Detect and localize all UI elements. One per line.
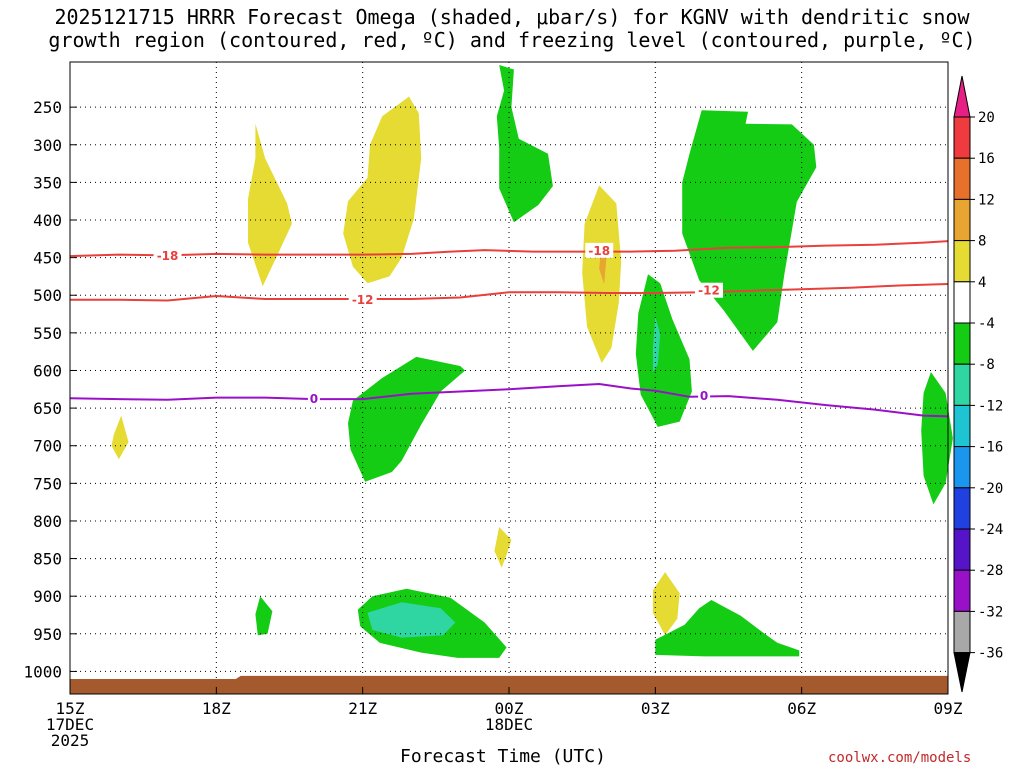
x-tick-label-6-1: 21Z bbox=[348, 699, 377, 718]
contour-label-3-1: 0 bbox=[310, 392, 318, 406]
y-tick-label-250: 250 bbox=[33, 98, 62, 117]
contour-label-2-2: -12 bbox=[698, 284, 720, 298]
colorbar-label--24: -24 bbox=[978, 522, 1003, 538]
omega-region-7 bbox=[652, 572, 680, 636]
omega-region-14 bbox=[255, 596, 273, 636]
omega-region-8 bbox=[496, 65, 553, 223]
y-tick-label-500: 500 bbox=[33, 286, 62, 305]
y-tick-label-900: 900 bbox=[33, 587, 62, 606]
colorbar-segment-11 bbox=[953, 528, 971, 571]
colorbar-segment-8 bbox=[953, 404, 971, 448]
y-tick-label-850: 850 bbox=[33, 550, 62, 569]
omega-region-10 bbox=[635, 274, 692, 427]
y-tick-label-950: 950 bbox=[33, 625, 62, 644]
omega-region-3 bbox=[343, 96, 422, 284]
colorbar-segment-7 bbox=[953, 363, 971, 406]
x-tick-label-18-1: 09Z bbox=[934, 699, 963, 718]
omega-region-13 bbox=[921, 372, 953, 505]
y-tick-label-600: 600 bbox=[33, 361, 62, 380]
contour-label-bg-3-1 bbox=[307, 391, 320, 407]
colorbar-label-20: 20 bbox=[978, 110, 995, 126]
contour-line-1 bbox=[69, 240, 949, 258]
y-tick-label-300: 300 bbox=[33, 136, 62, 155]
omega-region-17 bbox=[655, 600, 800, 657]
omega-region-16 bbox=[367, 602, 456, 638]
colorbar-segment-10 bbox=[953, 487, 971, 530]
x-tick-label-0-3: 2025 bbox=[51, 731, 90, 750]
colorbar-label-16: 16 bbox=[978, 151, 995, 167]
colorbar-label--8: -8 bbox=[978, 357, 995, 373]
contour-label-bg-3-2 bbox=[698, 388, 711, 404]
colorbar-label-8: 8 bbox=[978, 234, 986, 250]
omega-region-12 bbox=[348, 356, 466, 482]
y-tick-label-650: 650 bbox=[33, 399, 62, 418]
colorbar-label--32: -32 bbox=[978, 604, 1003, 620]
y-tick-label-750: 750 bbox=[33, 474, 62, 493]
x-tick-label-15-1: 06Z bbox=[787, 699, 816, 718]
x-axis-label: Forecast Time (UTC) bbox=[400, 746, 606, 767]
x-tick-label-9-2: 18DEC bbox=[485, 715, 533, 734]
omega-region-9 bbox=[682, 110, 817, 351]
omega-region-2 bbox=[248, 123, 292, 287]
colorbar-segment-13 bbox=[953, 610, 971, 654]
omega-shading-layer bbox=[111, 65, 953, 658]
colorbar-label--28: -28 bbox=[978, 563, 1003, 579]
colorbar-segment-5 bbox=[953, 281, 971, 324]
x-tick-label-0-1: 15Z bbox=[56, 699, 85, 718]
contour-label-1-2: -18 bbox=[588, 244, 610, 258]
title-line-1: 2025121715 HRRR Forecast Omega (shaded, … bbox=[54, 5, 970, 29]
colorbar-label--12: -12 bbox=[978, 398, 1003, 414]
colorbar-segment-9 bbox=[953, 446, 971, 489]
contour-layer: -18 -18 -12 -12 0 0 bbox=[69, 240, 949, 418]
colorbar-label--20: -20 bbox=[978, 481, 1003, 497]
colorbar-segment-2 bbox=[953, 157, 971, 200]
contour-line-3 bbox=[69, 382, 949, 418]
contour-label-bg-2-1 bbox=[348, 291, 377, 307]
site-credit: coolwx.com/models bbox=[828, 750, 972, 766]
ground-layer bbox=[70, 675, 948, 694]
contour-label-1-1: -18 bbox=[157, 249, 179, 263]
colorbar-label-4: 4 bbox=[978, 275, 986, 291]
contour-label-3-2: 0 bbox=[700, 389, 708, 403]
axes-layer: 250 300 350 400 450 500 550 600 650 700 750 800 850 9… bbox=[23, 98, 962, 750]
colorbar: 20 16 12 8 4 -4 -8 -12 -16 -20 -24 -28 -32 -36 bbox=[953, 75, 1003, 693]
x-tick-label-12-1: 03Z bbox=[641, 699, 670, 718]
colorbar-segment-6 bbox=[953, 322, 971, 365]
y-tick-label-400: 400 bbox=[33, 211, 62, 230]
x-tick-label-0-2: 17DEC bbox=[46, 715, 94, 734]
colorbar-label--4: -4 bbox=[978, 316, 995, 332]
colorbar-label-12: 12 bbox=[978, 192, 995, 208]
chart-title: 2025121715 HRRR Forecast Omega (shaded, … bbox=[0, 6, 1024, 52]
y-tick-label-700: 700 bbox=[33, 437, 62, 456]
ground-surface bbox=[70, 675, 948, 694]
colorbar-top-arrow bbox=[953, 75, 971, 118]
omega-region-11 bbox=[652, 316, 661, 372]
contour-label-bg-1-1 bbox=[153, 248, 182, 264]
x-tick-label-9-1: 00Z bbox=[495, 699, 524, 718]
y-tick-label-1000: 1000 bbox=[23, 662, 62, 681]
colorbar-segment-4 bbox=[953, 240, 971, 283]
colorbar-segment-12 bbox=[953, 569, 971, 612]
colorbar-bottom-arrow bbox=[953, 652, 971, 693]
colorbar-segment-3 bbox=[953, 198, 971, 242]
y-tick-label-350: 350 bbox=[33, 173, 62, 192]
omega-region-1 bbox=[111, 415, 129, 460]
colorbar-segment-1 bbox=[953, 116, 971, 159]
y-tick-label-450: 450 bbox=[33, 249, 62, 268]
contour-line-2 bbox=[70, 283, 949, 302]
colorbar-label--36: -36 bbox=[978, 646, 1003, 662]
contour-label-2-1: -12 bbox=[352, 293, 374, 307]
y-tick-label-550: 550 bbox=[33, 324, 62, 343]
title-line-2: growth region (contoured, red, ºC) and f… bbox=[48, 28, 976, 52]
contour-label-bg-2-2 bbox=[694, 282, 723, 298]
y-tick-label-800: 800 bbox=[33, 512, 62, 531]
x-tick-label-3-1: 18Z bbox=[202, 699, 231, 718]
contour-label-bg-1-2 bbox=[585, 242, 614, 258]
omega-region-4 bbox=[494, 527, 512, 568]
colorbar-label--16: -16 bbox=[978, 440, 1003, 456]
